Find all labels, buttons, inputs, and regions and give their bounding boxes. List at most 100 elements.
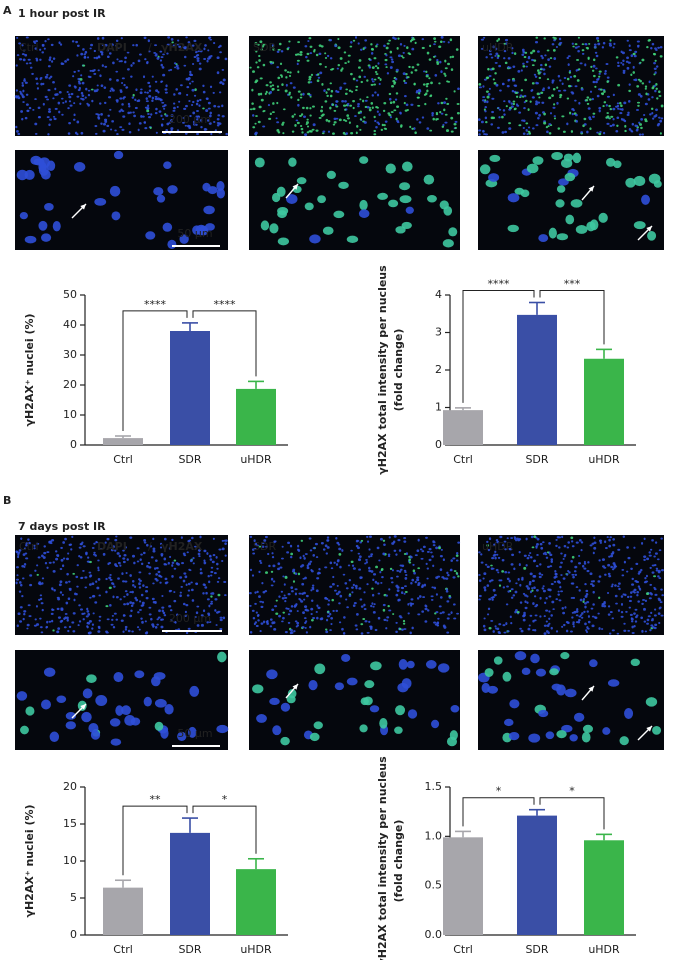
nucleus — [653, 556, 656, 558]
nucleus — [121, 129, 124, 131]
nucleus — [423, 83, 426, 85]
nucleus — [596, 55, 599, 57]
nucleus — [367, 540, 369, 542]
nucleus — [396, 570, 399, 572]
nucleus — [438, 45, 441, 48]
nucleus — [556, 46, 558, 48]
nucleus — [23, 610, 26, 612]
nucleus — [652, 571, 655, 573]
nucleus — [223, 581, 226, 583]
nucleus — [60, 609, 63, 611]
nucleus — [551, 583, 554, 585]
nucleus — [290, 632, 292, 635]
nucleus — [660, 589, 663, 591]
nucleus — [203, 91, 206, 94]
nucleus — [165, 84, 167, 87]
nucleus — [431, 114, 433, 116]
nucleus — [188, 628, 191, 630]
nucleus — [135, 107, 138, 109]
nucleus — [210, 571, 213, 573]
nucleus — [403, 628, 406, 630]
nucleus — [277, 77, 280, 80]
nucleus — [382, 124, 384, 126]
nucleus — [44, 203, 54, 211]
nucleus — [353, 584, 355, 586]
nucleus — [69, 626, 71, 628]
nucleus — [320, 109, 323, 112]
nucleus — [189, 686, 199, 697]
nucleus — [146, 97, 148, 100]
nucleus — [309, 107, 311, 109]
nucleus — [437, 624, 439, 626]
nucleus — [137, 547, 140, 549]
nucleus — [343, 632, 345, 635]
nucleus — [526, 601, 528, 604]
nucleus — [80, 74, 82, 76]
y-tick-label: 50 — [63, 288, 77, 301]
nucleus — [578, 619, 581, 621]
nucleus — [191, 81, 193, 83]
nucleus — [54, 118, 57, 120]
nucleus — [171, 575, 174, 578]
nucleus — [293, 580, 295, 583]
nucleus — [121, 705, 131, 715]
nucleus — [343, 616, 346, 619]
nucleus — [326, 552, 328, 554]
nucleus — [98, 626, 101, 628]
nucleus — [356, 540, 358, 543]
nucleus — [271, 578, 273, 581]
nucleus — [158, 571, 161, 573]
nucleus — [436, 112, 438, 114]
nucleus — [296, 626, 298, 628]
nucleus — [440, 596, 443, 599]
nucleus — [17, 54, 20, 56]
nucleus — [378, 559, 380, 561]
nucleus — [26, 94, 29, 96]
nucleus — [576, 59, 579, 61]
nucleus — [403, 52, 405, 54]
nucleus — [77, 564, 79, 566]
nucleus — [221, 104, 223, 107]
nucleus — [507, 80, 509, 82]
nucleus — [578, 616, 581, 618]
nucleus — [345, 132, 348, 135]
nucleus — [164, 614, 167, 616]
nucleus — [42, 44, 45, 46]
y-tick-label: 0 — [70, 928, 77, 941]
nucleus — [298, 598, 300, 600]
nucleus — [409, 126, 411, 128]
nucleus — [488, 598, 491, 600]
nucleus — [631, 626, 633, 629]
nucleus — [304, 617, 307, 619]
nucleus — [491, 117, 494, 120]
nucleus — [612, 108, 615, 111]
nucleus — [487, 96, 490, 99]
nucleus — [35, 77, 38, 80]
nucleus — [281, 703, 290, 712]
nucleus — [73, 102, 75, 104]
nucleus — [377, 62, 379, 64]
nucleus — [80, 543, 83, 545]
nucleus — [307, 567, 310, 569]
nucleus — [354, 115, 357, 117]
y-tick-label: 0 — [70, 438, 77, 451]
nucleus — [327, 611, 329, 613]
nucleus — [252, 126, 255, 128]
nucleus — [649, 174, 661, 184]
nucleus — [317, 73, 319, 75]
nucleus — [399, 182, 410, 190]
nucleus — [554, 37, 557, 40]
nucleus — [364, 121, 367, 124]
nucleus — [40, 83, 42, 86]
nucleus — [389, 56, 392, 58]
nucleus — [155, 626, 158, 629]
nucleus — [200, 572, 203, 575]
nucleus — [91, 627, 93, 629]
stain-separator: / — [148, 41, 152, 54]
nucleus — [403, 620, 405, 622]
nucleus — [214, 598, 217, 600]
nucleus — [651, 619, 654, 621]
nucleus — [291, 605, 294, 607]
nucleus — [609, 44, 612, 47]
nucleus — [273, 628, 276, 631]
